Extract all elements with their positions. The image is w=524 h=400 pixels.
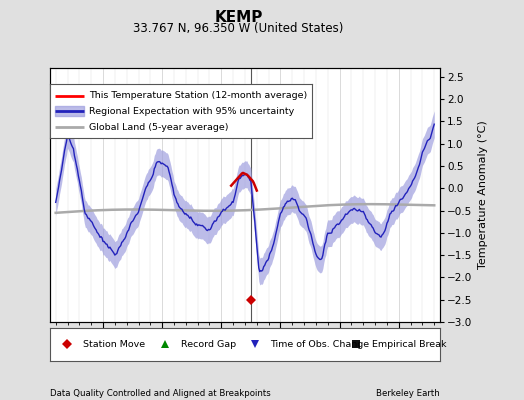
- Text: Regional Expectation with 95% uncertainty: Regional Expectation with 95% uncertaint…: [89, 106, 294, 116]
- Text: Global Land (5-year average): Global Land (5-year average): [89, 123, 228, 132]
- Y-axis label: Temperature Anomaly (°C): Temperature Anomaly (°C): [478, 121, 488, 269]
- Text: Time of Obs. Change: Time of Obs. Change: [270, 340, 369, 349]
- Text: This Temperature Station (12-month average): This Temperature Station (12-month avera…: [89, 91, 308, 100]
- Text: Berkeley Earth: Berkeley Earth: [376, 389, 440, 398]
- Text: Record Gap: Record Gap: [181, 340, 236, 349]
- Text: KEMP: KEMP: [214, 10, 263, 25]
- Text: Empirical Break: Empirical Break: [372, 340, 446, 349]
- Text: Station Move: Station Move: [83, 340, 145, 349]
- Text: Data Quality Controlled and Aligned at Breakpoints: Data Quality Controlled and Aligned at B…: [50, 389, 270, 398]
- Text: 33.767 N, 96.350 W (United States): 33.767 N, 96.350 W (United States): [133, 22, 344, 35]
